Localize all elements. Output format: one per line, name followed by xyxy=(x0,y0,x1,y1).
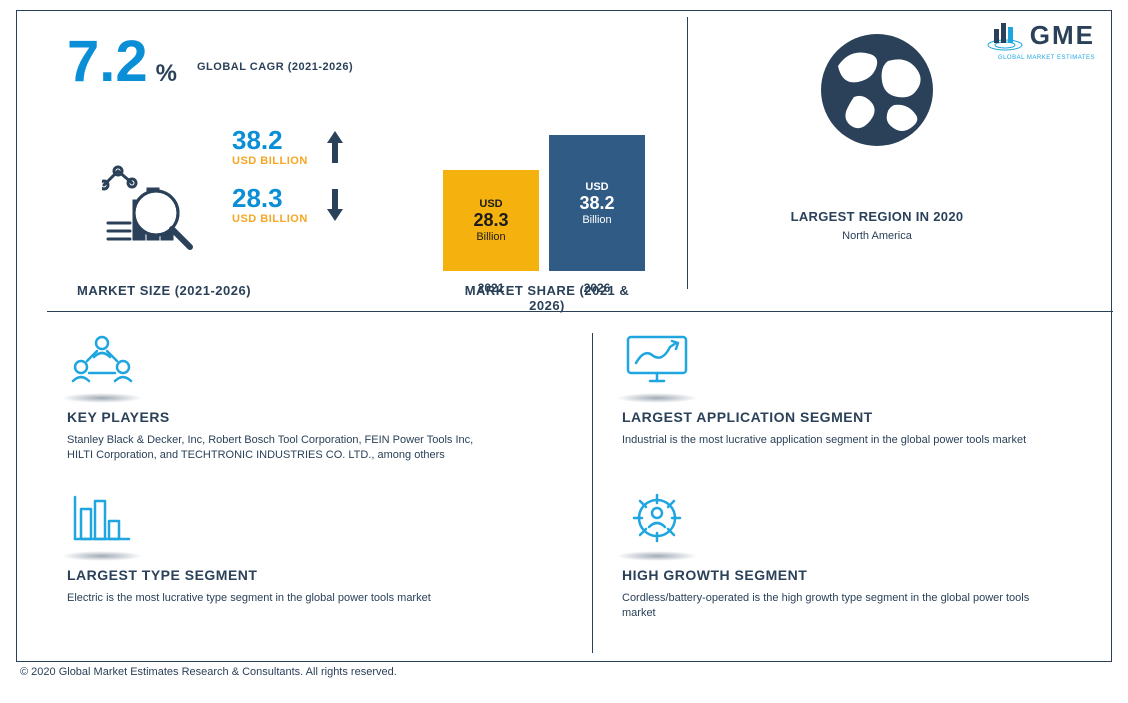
people-network-icon xyxy=(67,333,137,393)
largest-application-block: LARGEST APPLICATION SEGMENT Industrial i… xyxy=(622,333,1122,448)
market-size-block: 38.2 USD BILLION 28.3 USD BILLION xyxy=(47,111,427,311)
copyright-text: © 2020 Global Market Estimates Research … xyxy=(20,666,397,678)
bar-chart-icon xyxy=(67,491,137,551)
market-share-chart: USD28.3Billion2021USD38.2Billion2026 MAR… xyxy=(427,111,667,311)
cagr-block: 7.2 % xyxy=(67,33,177,91)
globe-icon xyxy=(818,31,936,149)
bar-usd-label: USD xyxy=(585,181,608,193)
key-players-body: Stanley Black & Decker, Inc, Robert Bosc… xyxy=(67,433,497,464)
target-person-icon xyxy=(622,491,692,551)
high-growth-block: HIGH GROWTH SEGMENT Cordless/battery-ope… xyxy=(622,491,1122,622)
divider-vertical-bottom xyxy=(592,333,593,653)
bar-usd-label: USD xyxy=(479,198,502,210)
largest-type-title: LARGEST TYPE SEGMENT xyxy=(67,567,567,583)
bar-2021: USD28.3Billion xyxy=(443,170,539,271)
bar-2026: USD38.2Billion xyxy=(549,135,645,271)
cagr-percent-symbol: % xyxy=(156,60,177,88)
infographic-frame: GME GLOBAL MARKET ESTIMATES 7.2 % GLOBAL… xyxy=(16,10,1112,662)
bar-chart-area: USD28.3Billion2021USD38.2Billion2026 xyxy=(437,111,657,271)
largest-type-block: LARGEST TYPE SEGMENT Electric is the mos… xyxy=(67,491,567,606)
market-size-title: MARKET SIZE (2021-2026) xyxy=(77,283,251,298)
market-share-title: MARKET SHARE (2021 & 2026) xyxy=(447,283,647,313)
largest-application-body: Industrial is the most lucrative applica… xyxy=(622,433,1052,448)
arrow-down-icon xyxy=(326,187,344,223)
market-size-low-unit: USD BILLION xyxy=(232,213,308,225)
divider-vertical-top xyxy=(687,17,688,289)
largest-region-subtitle: North America xyxy=(727,230,1027,242)
market-size-high-row: 38.2 USD BILLION xyxy=(232,127,344,167)
bar-billion-label: Billion xyxy=(582,214,611,226)
arrow-up-icon xyxy=(326,129,344,165)
market-size-high-unit: USD BILLION xyxy=(232,155,308,167)
high-growth-body: Cordless/battery-operated is the high gr… xyxy=(622,591,1052,622)
market-size-low-row: 28.3 USD BILLION xyxy=(232,185,344,225)
key-players-block: KEY PLAYERS Stanley Black & Decker, Inc,… xyxy=(67,333,567,464)
high-growth-title: HIGH GROWTH SEGMENT xyxy=(622,567,1122,583)
analytics-search-icon xyxy=(102,153,212,253)
divider-horizontal xyxy=(47,311,1113,312)
largest-type-body: Electric is the most lucrative type segm… xyxy=(67,591,497,606)
market-size-low-value: 28.3 xyxy=(232,185,308,211)
monitor-chart-icon xyxy=(622,333,692,393)
brand-name: GME xyxy=(1030,20,1095,51)
bar-value: 28.3 xyxy=(473,210,508,231)
cagr-value: 7.2 xyxy=(67,33,148,91)
largest-region-title: LARGEST REGION IN 2020 xyxy=(727,209,1027,224)
cagr-label: GLOBAL CAGR (2021-2026) xyxy=(197,61,353,73)
key-players-title: KEY PLAYERS xyxy=(67,409,567,425)
largest-region-block: LARGEST REGION IN 2020 North America xyxy=(727,31,1027,242)
market-size-values: 38.2 USD BILLION 28.3 USD BILLION xyxy=(232,127,344,243)
largest-application-title: LARGEST APPLICATION SEGMENT xyxy=(622,409,1122,425)
market-size-high-value: 38.2 xyxy=(232,127,308,153)
bar-value: 38.2 xyxy=(579,193,614,214)
bar-billion-label: Billion xyxy=(476,231,505,243)
